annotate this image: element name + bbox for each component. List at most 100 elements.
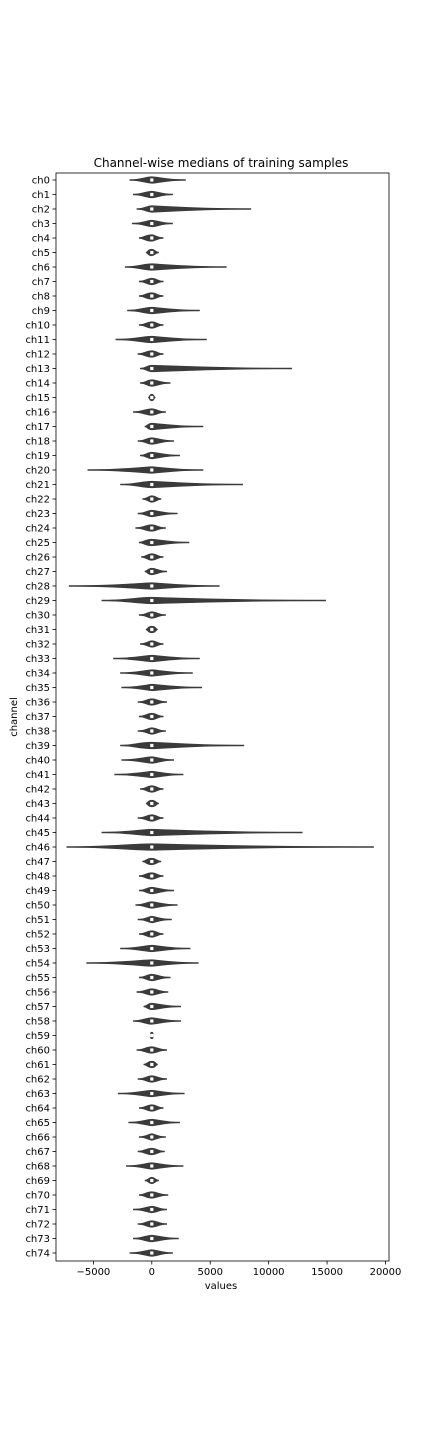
y-tick-label-ch51: ch51 [25, 915, 50, 926]
median-marker-ch17 [150, 424, 154, 429]
median-marker-ch61 [150, 1062, 154, 1067]
median-marker-ch38 [150, 729, 154, 733]
x-tick-label--5000: −5000 [76, 1267, 110, 1278]
y-tick-label-ch68: ch68 [25, 1162, 50, 1173]
y-tick-label-ch30: ch30 [25, 611, 50, 622]
y-tick-label-ch38: ch38 [25, 727, 50, 738]
y-axis-ticks: ch0 ch1 ch2 ch3 ch4 ch5 ch6 ch7 ch8 ch9 ch10 ch11 ch… [25, 176, 56, 1260]
violin-ch13 [140, 364, 293, 373]
y-tick-label-ch46: ch46 [25, 843, 50, 854]
x-tick-label-15000: 15000 [311, 1267, 343, 1278]
y-tick-label-ch27: ch27 [25, 567, 50, 578]
iqr-box-ch6 [145, 264, 155, 270]
y-tick-label-ch72: ch72 [25, 1220, 50, 1231]
violin-ch33 [113, 654, 200, 663]
y-tick-label-ch26: ch26 [25, 553, 50, 564]
median-marker-ch70 [150, 1193, 154, 1197]
violin-ch16 [133, 408, 166, 416]
median-marker-ch40 [150, 758, 154, 762]
violin-ch47 [142, 857, 162, 866]
violin-ch70 [138, 1191, 169, 1199]
y-tick-label-ch37: ch37 [25, 712, 50, 723]
violin-ch48 [138, 872, 164, 880]
violin-ch66 [138, 1133, 166, 1141]
median-marker-ch49 [150, 888, 154, 893]
median-marker-ch11 [150, 337, 154, 342]
median-marker-ch31 [150, 627, 154, 632]
violin-ch0 [129, 176, 186, 184]
y-tick-label-ch65: ch65 [25, 1118, 50, 1129]
iqr-box-ch29 [140, 597, 156, 603]
y-tick-label-ch62: ch62 [25, 1075, 50, 1086]
y-tick-label-ch58: ch58 [25, 1017, 50, 1028]
median-marker-ch18 [150, 439, 154, 443]
violin-ch21 [120, 480, 243, 489]
median-marker-ch50 [150, 903, 154, 907]
y-tick-label-ch40: ch40 [25, 756, 50, 767]
y-tick-label-ch53: ch53 [25, 944, 50, 955]
violin-ch2 [136, 205, 252, 213]
y-tick-label-ch22: ch22 [25, 495, 50, 506]
y-tick-label-ch34: ch34 [25, 669, 50, 680]
y-tick-label-ch33: ch33 [25, 654, 50, 665]
y-tick-label-ch9: ch9 [32, 306, 50, 317]
y-tick-label-ch25: ch25 [25, 538, 50, 549]
median-marker-ch35 [150, 685, 154, 690]
y-tick-label-ch5: ch5 [32, 248, 50, 259]
violin-ch67 [137, 1147, 165, 1156]
violin-ch54 [86, 959, 199, 967]
median-marker-ch60 [150, 1048, 154, 1052]
median-marker-ch10 [150, 323, 154, 327]
y-tick-label-ch19: ch19 [25, 451, 50, 462]
y-tick-label-ch21: ch21 [25, 480, 50, 491]
y-tick-label-ch11: ch11 [25, 335, 50, 346]
violin-ch34 [120, 669, 193, 677]
y-tick-label-ch15: ch15 [25, 393, 50, 404]
violin-ch49 [138, 886, 175, 895]
violin-ch5 [145, 248, 159, 257]
violin-ch35 [121, 683, 203, 692]
median-marker-ch56 [150, 990, 154, 994]
y-tick-label-ch32: ch32 [25, 640, 50, 651]
median-marker-ch65 [150, 1120, 154, 1125]
y-tick-label-ch1: ch1 [32, 190, 50, 201]
median-marker-ch69 [150, 1178, 154, 1183]
violin-ch46 [66, 843, 374, 851]
violin-ch27 [144, 567, 168, 576]
y-tick-label-ch29: ch29 [25, 596, 50, 607]
y-tick-label-ch17: ch17 [25, 422, 50, 433]
median-marker-ch22 [150, 497, 154, 501]
y-tick-label-ch70: ch70 [25, 1191, 50, 1202]
violin-ch52 [138, 930, 164, 938]
median-marker-ch30 [150, 613, 154, 617]
violin-ch41 [114, 770, 184, 779]
median-marker-ch25 [150, 540, 154, 545]
y-tick-label-ch69: ch69 [25, 1176, 50, 1187]
median-marker-ch44 [150, 816, 154, 820]
median-marker-ch33 [150, 656, 154, 661]
median-marker-ch34 [150, 671, 154, 675]
violin-ch71 [133, 1205, 168, 1214]
violin-ch44 [137, 814, 164, 822]
y-tick-label-ch18: ch18 [25, 437, 50, 448]
violin-ch58 [133, 1017, 182, 1025]
y-tick-label-ch44: ch44 [25, 814, 50, 825]
median-marker-ch27 [150, 569, 154, 574]
median-marker-ch12 [150, 352, 154, 356]
x-tick-label-10000: 10000 [253, 1267, 285, 1278]
median-marker-ch26 [150, 555, 154, 559]
violin-ch4 [138, 234, 164, 242]
median-marker-ch62 [150, 1077, 154, 1081]
median-marker-ch72 [150, 1222, 154, 1226]
x-tick-label-20000: 20000 [370, 1267, 402, 1278]
violin-ch8 [138, 292, 164, 300]
y-tick-label-ch73: ch73 [25, 1234, 50, 1245]
y-tick-label-ch47: ch47 [25, 857, 50, 868]
violin-ch22 [142, 495, 162, 503]
y-tick-label-ch63: ch63 [25, 1089, 50, 1100]
y-tick-label-ch28: ch28 [25, 582, 50, 593]
y-tick-label-ch23: ch23 [25, 509, 50, 520]
y-tick-label-ch54: ch54 [25, 959, 50, 970]
violin-ch6 [124, 263, 227, 271]
violin-ch1 [133, 190, 173, 199]
